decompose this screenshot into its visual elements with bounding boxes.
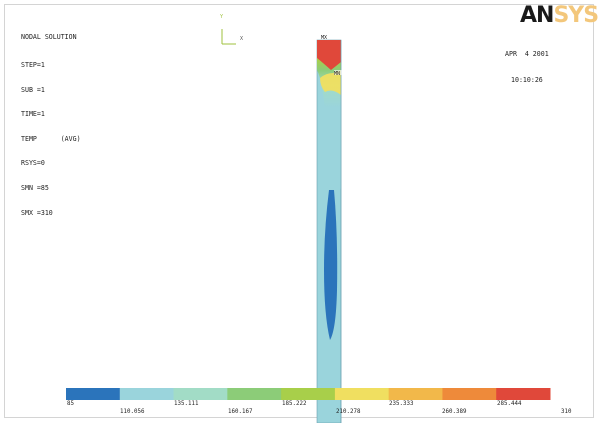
contour-max-band <box>317 40 341 70</box>
ansys-logo: ANSYS <box>520 3 599 28</box>
info-line-sub: SUB =1 <box>21 85 45 94</box>
legend-segment <box>281 388 336 400</box>
legend-top-label: 85 <box>67 401 74 407</box>
contour-min-band <box>324 190 338 340</box>
mn-tag: MN <box>334 71 340 77</box>
contour-yellow-band <box>320 70 341 95</box>
legend-top-label: 185.222 <box>282 401 307 407</box>
logo-part-dark: AN <box>520 3 554 28</box>
legend-bottom-label: 260.389 <box>442 409 467 415</box>
legend-segment <box>119 388 175 400</box>
legend-bottom-label: 160.167 <box>228 409 253 415</box>
mx-tag: MX <box>321 35 327 41</box>
legend-bottom-label: 210.278 <box>336 409 361 415</box>
legend-segment <box>66 388 121 400</box>
timestamp-time: 10:10:26 <box>511 75 543 84</box>
legend-segment <box>442 388 497 400</box>
info-line-step: STEP=1 <box>21 61 45 69</box>
info-line-smn: SMN =85 <box>21 183 49 192</box>
coordinate-triad: Y X <box>220 14 243 45</box>
legend-top-label: 235.333 <box>389 401 414 407</box>
timestamp: APR 4 2001 10:10:26 <box>505 33 549 102</box>
info-line-temp: TEMP (AVG) <box>21 134 81 143</box>
triad-y-label: Y <box>220 14 223 20</box>
solution-title: NODAL SOLUTION <box>21 33 77 42</box>
fe-model[interactable]: MX MN <box>316 35 343 423</box>
legend-color-bar <box>66 388 551 400</box>
triad-x-label: X <box>240 36 243 42</box>
info-line-time: TIME=1 <box>21 110 45 119</box>
info-line-rsys: RSYS=0 <box>21 159 45 168</box>
solution-info: NODAL SOLUTION STEP=1 SUB =1 TIME=1 TEMP… <box>21 17 81 233</box>
legend-top-label: 285.444 <box>497 401 522 407</box>
timestamp-date: APR 4 2001 <box>505 50 549 59</box>
legend-bottom-label: 110.056 <box>120 409 145 415</box>
legend-segment <box>227 388 282 400</box>
legend-bottom-label: 310 <box>561 409 572 415</box>
graphics-viewport[interactable] <box>4 4 594 418</box>
legend-segment <box>173 388 228 400</box>
legend-segment <box>496 388 551 400</box>
legend-segment <box>334 388 390 400</box>
info-line-smx: SMX =310 <box>21 208 53 217</box>
mx-marker-box <box>334 70 343 75</box>
logo-part-light: SYS <box>553 3 599 28</box>
legend-segment <box>388 388 443 400</box>
legend-top-label: 135.111 <box>174 401 199 407</box>
